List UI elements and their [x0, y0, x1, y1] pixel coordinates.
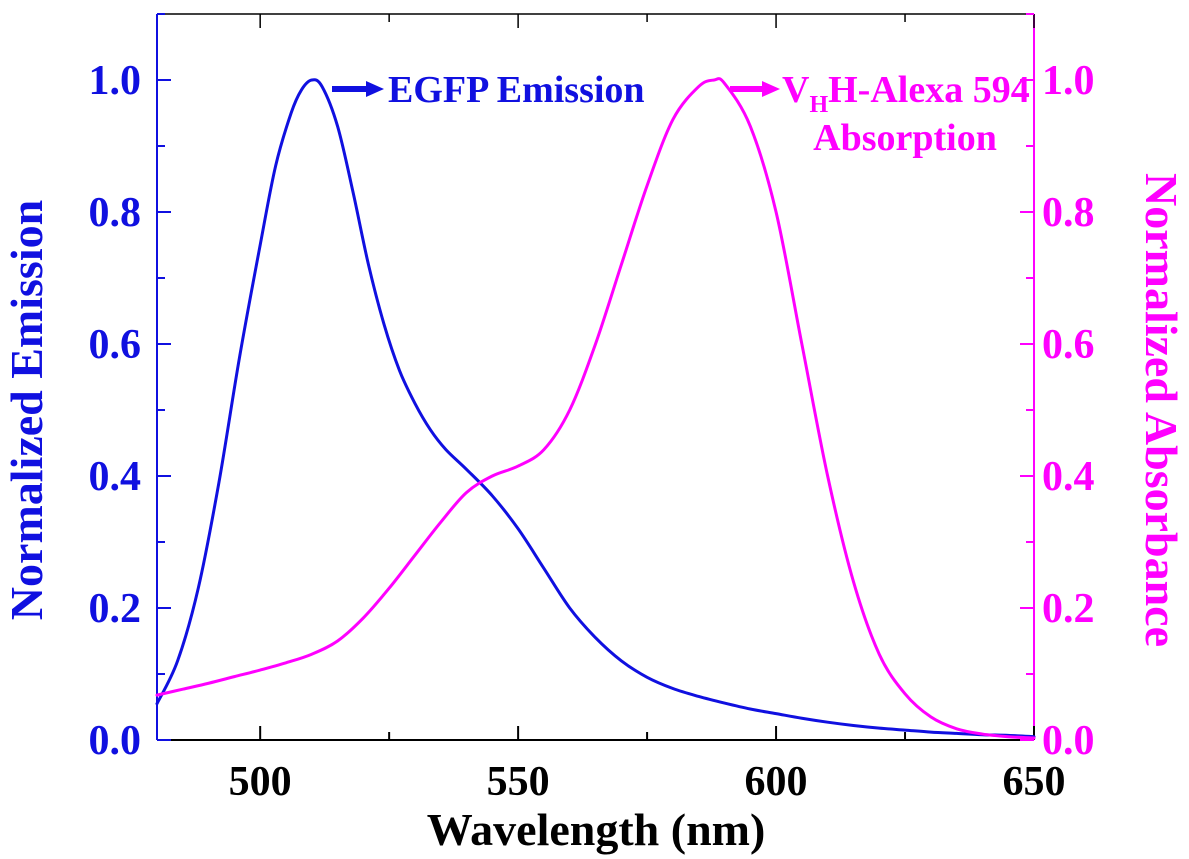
series-lines [155, 77, 1036, 740]
left-y-tick-label: 0.4 [89, 454, 142, 500]
right-y-tick-label: 0.8 [1042, 190, 1095, 236]
right-y-tick-label: 0.0 [1042, 718, 1095, 764]
x-tick-label: 650 [1003, 759, 1066, 805]
absorption-annotation-line2: Absorption [813, 117, 997, 159]
absorption-annotation-line1: VHH-Alexa 594 [782, 69, 1030, 118]
right-y-axis-title: Normalized Absorbance [1136, 173, 1187, 647]
plot-frame [156, 13, 1035, 741]
right-y-tick-label: 1.0 [1042, 58, 1095, 104]
left-y-tick-label: 0.2 [89, 586, 142, 632]
x-tick-labels: 500 550 600 650 [229, 759, 1066, 805]
emission-arrow [332, 81, 384, 97]
egfp-emission-line [155, 78, 1036, 739]
x-tick-label: 550 [487, 759, 550, 805]
x-tick-label: 600 [745, 759, 808, 805]
left-y-tick-labels: 0.0 0.2 0.4 0.6 0.8 1.0 [89, 58, 142, 764]
left-y-axis-title: Normalized Emission [1, 200, 52, 620]
x-axis-title: Wavelength (nm) [427, 804, 766, 855]
left-y-tick-label: 0.0 [89, 718, 142, 764]
right-y-tick-label: 0.6 [1042, 322, 1095, 368]
absorption-annot-v: V [782, 69, 810, 111]
x-tick-label: 500 [229, 759, 292, 805]
left-y-tick-label: 0.8 [89, 190, 142, 236]
right-y-tick-label: 0.2 [1042, 586, 1095, 632]
right-y-tick-label: 0.4 [1042, 454, 1095, 500]
left-y-tick-label: 1.0 [89, 58, 142, 104]
absorption-arrow [730, 81, 780, 97]
absorption-annot-sub: H [809, 92, 828, 118]
right-y-tick-labels: 0.0 0.2 0.4 0.6 0.8 1.0 [1042, 58, 1095, 764]
alexa594-absorption-line [155, 77, 1036, 740]
emission-annotation: EGFP Emission [388, 69, 645, 111]
absorption-annot-rest: H-Alexa 594 [828, 69, 1030, 111]
left-y-tick-label: 0.6 [89, 322, 142, 368]
axis-ticks [157, 13, 1035, 741]
